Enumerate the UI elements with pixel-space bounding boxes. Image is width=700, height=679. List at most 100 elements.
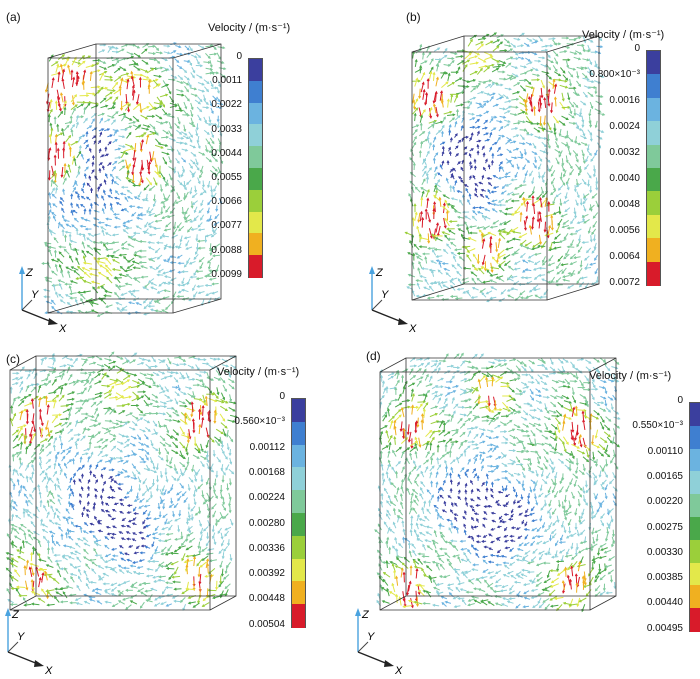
arrow-head <box>207 202 211 206</box>
arrow-head <box>425 91 429 96</box>
arrow-head <box>125 177 129 180</box>
velocity-arrow <box>556 225 561 233</box>
velocity-arrow <box>76 76 80 87</box>
velocity-arrow <box>33 444 40 450</box>
arrow-head <box>212 453 216 458</box>
arrow-head <box>80 204 84 207</box>
velocity-arrows <box>41 42 227 317</box>
arrow-head <box>62 449 66 453</box>
arrow-head <box>147 429 151 432</box>
arrow-head <box>200 217 203 221</box>
arrow-head <box>500 191 504 195</box>
velocity-arrow <box>138 132 147 138</box>
velocity-arrow <box>132 379 140 384</box>
velocity-arrow <box>451 251 457 257</box>
arrow-head <box>72 123 76 127</box>
velocity-arrow <box>66 422 72 428</box>
velocity-arrow <box>114 60 120 67</box>
velocity-arrow <box>172 429 179 436</box>
arrow-head <box>165 307 168 311</box>
arrow-head <box>211 291 215 295</box>
velocity-arrow <box>151 378 156 385</box>
velocity-arrow <box>38 449 45 455</box>
velocity-arrow <box>411 124 419 129</box>
arrow-head <box>432 249 435 253</box>
arrow-head <box>48 458 52 462</box>
velocity-arrow <box>556 269 564 275</box>
velocity-arrow <box>513 82 520 87</box>
arrow-head <box>147 83 151 87</box>
arrow-head <box>87 102 91 106</box>
arrow-head <box>570 221 574 225</box>
arrow-head <box>522 111 526 114</box>
arrow-head <box>550 130 554 134</box>
arrow-head <box>44 311 48 315</box>
velocity-arrow <box>131 415 139 420</box>
velocity-arrow <box>531 87 535 97</box>
arrow-head <box>554 236 558 240</box>
arrow-head <box>174 104 178 108</box>
arrow-head <box>176 363 180 367</box>
velocity-arrow <box>51 259 59 263</box>
velocity-arrow <box>86 237 93 243</box>
velocity-arrow <box>183 75 190 81</box>
arrow-head <box>586 77 590 81</box>
velocity-arrow <box>177 103 182 111</box>
velocity-arrow <box>490 279 497 284</box>
velocity-arrow <box>461 86 466 94</box>
arrow-head <box>458 256 462 259</box>
velocity-arrow <box>594 108 601 113</box>
arrow-head <box>107 384 111 388</box>
arrow-head <box>232 420 236 423</box>
arrow-head <box>104 232 109 236</box>
arrow-head <box>503 61 507 64</box>
arrow-head <box>501 134 506 138</box>
colorbar-segment <box>249 168 262 191</box>
arrow-head <box>96 286 100 289</box>
arrow-head <box>91 434 94 438</box>
arrow-head <box>128 385 132 389</box>
arrow-head <box>520 153 523 157</box>
arrow-head <box>137 195 141 199</box>
arrow-head <box>82 60 86 64</box>
arrow-head <box>90 202 93 206</box>
arrow-head <box>48 380 52 384</box>
arrow-head <box>438 261 442 265</box>
arrow-head <box>12 397 16 402</box>
velocity-arrow <box>450 242 457 247</box>
velocity-arrow <box>171 449 178 454</box>
arrow-head <box>133 253 137 257</box>
velocity-arrow <box>58 100 62 111</box>
arrow-head <box>148 233 152 237</box>
arrow-head <box>52 283 56 287</box>
arrow-head <box>160 387 164 391</box>
velocity-arrow <box>111 256 119 259</box>
arrow-head <box>486 177 490 180</box>
arrow-head <box>159 116 163 120</box>
arrow-head <box>220 444 224 449</box>
velocity-arrow <box>550 189 557 195</box>
arrow-head <box>58 245 62 249</box>
arrow-head <box>154 423 158 427</box>
arrow-head <box>51 77 55 81</box>
arrow-head <box>72 209 76 213</box>
arrow-head <box>148 280 152 284</box>
arrow-head <box>589 262 593 266</box>
arrow-head <box>71 102 75 106</box>
velocity-arrow <box>554 133 558 141</box>
arrow-head <box>582 197 586 201</box>
velocity-arrow <box>499 220 507 226</box>
velocity-arrow <box>140 68 148 73</box>
velocity-arrow <box>12 435 19 442</box>
arrow-head <box>420 196 424 201</box>
velocity-arrow <box>532 186 535 194</box>
colorbar-tick-label: 0.0088 <box>211 244 242 256</box>
arrow-head <box>165 209 169 213</box>
arrow-head <box>70 437 74 441</box>
arrow-head <box>576 125 580 129</box>
arrow-head <box>190 205 194 209</box>
velocity-arrow <box>133 52 141 58</box>
arrow-head <box>135 62 139 66</box>
arrow-head <box>594 257 597 261</box>
